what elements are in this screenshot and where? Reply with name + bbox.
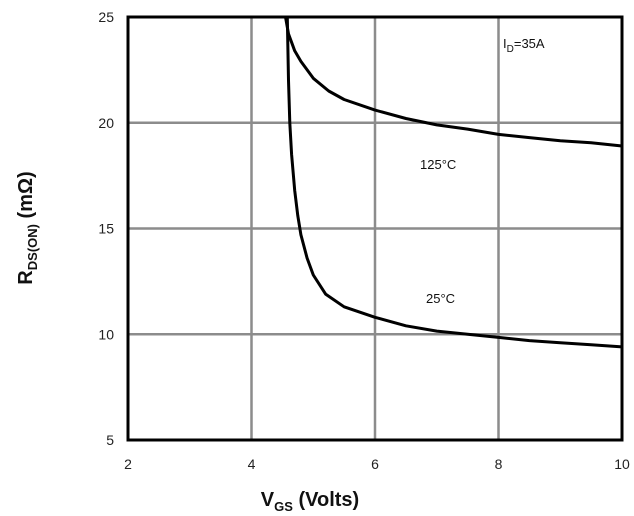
y-axis-label: RDS(ON) (mΩ): [15, 171, 40, 284]
y-tick-label: 10: [98, 326, 114, 342]
x-tick-label: 6: [371, 456, 379, 472]
y-tick-labels: 5 10 15 20 25: [98, 9, 114, 448]
y-tick-label: 20: [98, 115, 114, 131]
x-axis-label-main: V: [261, 489, 275, 511]
x-tick-label: 8: [495, 456, 503, 472]
series-curves: [284, 15, 624, 349]
y-tick-label: 15: [98, 221, 114, 237]
series-curve-0: [284, 15, 624, 148]
x-axis-label-unit: (Volts): [293, 489, 359, 511]
x-tick-labels: 2 4 6 8 10: [124, 456, 630, 472]
y-axis-label-main: R: [15, 270, 37, 285]
y-tick-label: 5: [106, 432, 114, 448]
annotation-value: =35A: [514, 36, 545, 51]
x-tick-label: 10: [614, 456, 630, 472]
series-label-25c: 25°C: [426, 291, 455, 306]
drain-current-annotation: ID=35A: [503, 36, 545, 55]
plot-frame: [126, 15, 624, 442]
annotation-subscript: D: [507, 44, 514, 55]
series-label-125c: 125°C: [420, 157, 456, 172]
x-tick-label: 2: [124, 456, 132, 472]
series-curve-1: [285, 15, 624, 349]
x-tick-label: 4: [248, 456, 256, 472]
x-axis-label-subscript: GS: [274, 499, 293, 514]
y-tick-label: 25: [98, 9, 114, 25]
y-axis-label-subscript: DS(ON): [25, 224, 40, 270]
grid-lines: [128, 17, 622, 440]
x-axis-label: VGS (Volts): [261, 489, 359, 514]
y-axis-label-unit: (mΩ): [15, 171, 37, 224]
annotation-main: I: [503, 36, 507, 51]
